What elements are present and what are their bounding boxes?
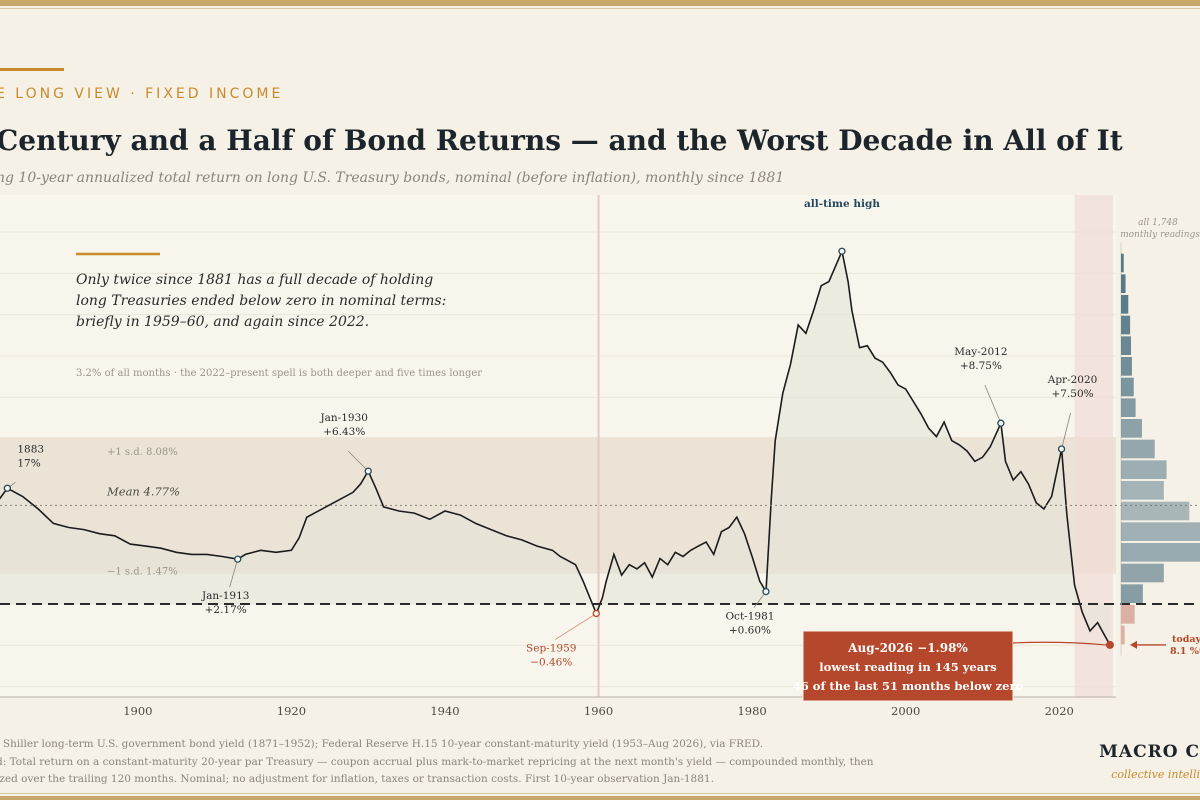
kicker: E LONG VIEW · FIXED INCOME	[0, 86, 284, 102]
frame-top-hairline	[0, 8, 1200, 9]
x-tick-label: 1960	[584, 704, 613, 718]
return-line	[0, 248, 1111, 646]
chart-title: Century and a Half of Bond Returns — and…	[0, 124, 1123, 157]
return-area	[0, 251, 1110, 645]
frame-top-rule	[0, 0, 1200, 6]
callout-note: 3.2% of all months · the 2022–present sp…	[76, 368, 482, 379]
callout-line-3: briefly in 1959–60, and again since 2022…	[76, 314, 369, 330]
histogram-label-1: all 1,748	[1138, 218, 1178, 228]
annotation-text: Oct-1981	[725, 611, 774, 623]
today-label-1: today	[1172, 634, 1200, 645]
annotation-text: Jan-1930	[319, 412, 368, 424]
highlight-line-1: Aug-2026 −1.98%	[847, 641, 968, 655]
annotation-text: +2.17%	[205, 604, 247, 616]
annotation-marker	[1057, 445, 1066, 453]
histogram-bar	[1121, 357, 1132, 376]
annotation-marker	[364, 467, 372, 475]
histogram-bar	[1121, 419, 1142, 438]
frame-bottom-rule	[0, 796, 1200, 800]
annotation-text: 17%	[17, 457, 40, 469]
footer-method-2: ized over the trailing 120 months. Nomin…	[0, 773, 714, 785]
histogram-bar	[1121, 336, 1132, 355]
today-label-2: 8.1 %tile	[1170, 646, 1200, 657]
annotation-text: +7.50%	[1051, 388, 1093, 400]
histogram-bar	[1121, 584, 1143, 603]
annotation-marker	[3, 484, 12, 492]
histogram-bar	[1121, 253, 1124, 273]
annotation-marker	[762, 587, 770, 596]
histogram-bar	[1121, 315, 1131, 335]
highlight-leader	[1012, 641, 1106, 646]
annotation-leader	[984, 385, 1002, 424]
histogram-bar	[1121, 481, 1164, 500]
histogram-bar	[1121, 439, 1155, 459]
annotation-text: Jan-1913	[201, 590, 250, 602]
annotation-text: +0.60%	[729, 625, 771, 637]
annotations: 1883 17% Jan-1913 +2.17% Jan-1930 +6.43% Sep-1…	[3, 195, 1098, 669]
bond-return-chart: 1900 1920 1940 1960 1980 2000 2020 +1 s.d. 8.0…	[0, 195, 1200, 718]
x-tick-label: 2000	[891, 704, 920, 718]
today-arrowhead	[1130, 640, 1137, 649]
annotation-marker	[592, 609, 600, 618]
highlight-line-2: lowest reading in 145 years	[819, 660, 996, 674]
histogram-bar	[1121, 543, 1200, 562]
annotation-leader	[555, 613, 597, 640]
annotation-text: −0.46%	[530, 657, 572, 669]
annotation-text: May-2012	[954, 346, 1007, 358]
annotation-leader	[347, 450, 369, 472]
x-tick-label: 1920	[277, 704, 306, 718]
plus-sd-label: +1 s.d. 8.08%	[107, 447, 178, 458]
brand-tagline: collective intelli	[1111, 768, 1200, 781]
annotation-text: Sep-1959	[526, 643, 576, 655]
footer-source: : Shiller long-term U.S. government bond…	[0, 738, 764, 750]
mean-label: Mean 4.77%	[106, 484, 180, 498]
histogram	[1120, 242, 1200, 656]
histogram-bar	[1121, 522, 1200, 541]
histogram-bar	[1121, 274, 1126, 293]
histogram-bar	[1121, 501, 1190, 521]
annotation-marker	[234, 555, 242, 563]
annotation-marker	[997, 419, 1005, 427]
x-tick-label: 1940	[430, 704, 459, 718]
annotation-text: +17.07%	[816, 195, 868, 196]
footer-method-1: d: Total return on a constant-maturity 2…	[0, 756, 874, 768]
annotation-leader	[229, 559, 239, 588]
annotation-text: 1883	[17, 443, 44, 455]
histogram-bar	[1121, 563, 1164, 583]
histogram-bar	[1121, 605, 1135, 624]
x-tick-label: 1980	[737, 704, 766, 718]
minus-sd-label: −1 s.d. 1.47%	[107, 567, 178, 578]
histogram-bar	[1121, 377, 1134, 397]
annotation-text: Apr-2020	[1047, 374, 1098, 386]
annotation-text: +6.43%	[323, 426, 365, 438]
x-tick-label: 2020	[1045, 704, 1074, 718]
kicker-accent-rule	[0, 68, 64, 71]
histogram-bar	[1121, 398, 1136, 417]
histogram-bar	[1121, 460, 1167, 479]
annotation-text: +8.75%	[960, 360, 1002, 372]
annotation-marker	[838, 247, 846, 255]
callout-line-1: Only twice since 1881 has a full decade …	[76, 272, 433, 288]
today-marker	[1105, 640, 1114, 649]
highlight-line-3: 46 of the last 51 months below zero	[793, 679, 1024, 693]
annotation-leader	[1061, 412, 1071, 450]
histogram-bar	[1121, 625, 1125, 645]
highlight-box: Aug-2026 −1.98% lowest reading in 145 ye…	[793, 630, 1024, 702]
chart-subtitle: ng 10-year annualized total return on lo…	[0, 170, 785, 186]
brand-name: MACRO C	[1099, 742, 1200, 762]
frame-bottom-hairline	[0, 793, 1200, 794]
callout-line-2: long Treasuries ended below zero in nomi…	[76, 293, 446, 309]
histogram-bar	[1121, 295, 1129, 314]
annotation-text: all-time high	[804, 198, 880, 210]
histogram-label-2: monthly readings	[1120, 230, 1200, 240]
x-tick-label: 1900	[123, 704, 152, 718]
x-tick-labels: 1900 1920 1940 1960 1980 2000 2020	[123, 704, 1074, 718]
highlight-box-bg	[802, 630, 1014, 702]
